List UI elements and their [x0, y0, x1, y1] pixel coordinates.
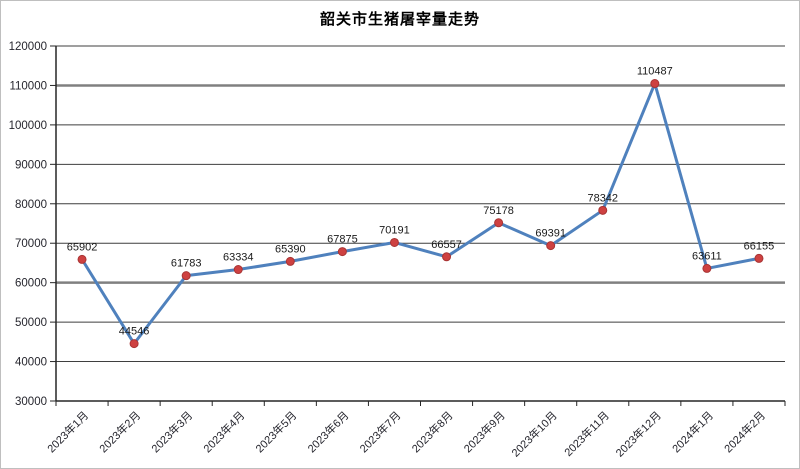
x-axis-label: 2023年6月: [304, 408, 351, 455]
data-point-marker: [389, 237, 399, 247]
y-axis-label: 80000: [15, 199, 47, 211]
data-point-marker: [442, 252, 452, 262]
x-axis-label: 2023年1月: [44, 408, 91, 455]
y-axis-label: 90000: [15, 159, 47, 171]
data-point-label: 69391: [535, 228, 566, 240]
x-axis-label: 2023年7月: [356, 408, 403, 455]
data-point-label: 78342: [587, 192, 618, 204]
data-point-marker: [77, 254, 87, 264]
data-point-label: 110487: [637, 66, 673, 78]
y-axis-label: 70000: [15, 238, 47, 250]
y-axis-label: 50000: [15, 317, 47, 329]
y-axis-label: 110000: [9, 80, 47, 92]
y-axis-label: 30000: [15, 396, 47, 408]
chart-title: 韶关市生猪屠宰量走势: [319, 11, 480, 28]
data-point-label: 65902: [67, 241, 98, 253]
y-axis-label: 40000: [15, 357, 47, 369]
y-axis-label: 60000: [15, 278, 47, 290]
data-point-label: 66557: [431, 239, 462, 251]
data-point-marker: [598, 205, 608, 215]
data-point-marker: [337, 247, 347, 257]
data-point-marker: [546, 241, 556, 251]
data-point-label: 44546: [119, 326, 150, 338]
data-point-marker: [494, 218, 504, 228]
data-point-marker: [285, 256, 295, 266]
x-axis-label: 2023年4月: [200, 408, 247, 455]
x-axis-label: 2023年11月: [561, 408, 612, 459]
data-point-label: 70191: [379, 224, 410, 236]
x-axis-label: 2023年9月: [461, 408, 508, 455]
data-point-marker: [754, 253, 764, 263]
data-point-label: 75178: [483, 205, 514, 217]
x-axis-label: 2023年2月: [96, 408, 143, 455]
data-point-marker: [181, 271, 191, 281]
data-point-label: 66155: [744, 240, 775, 252]
y-axis-label: 100000: [9, 120, 47, 132]
data-point-label: 61783: [171, 258, 202, 270]
x-axis-label: 2023年3月: [148, 408, 195, 455]
data-point-marker: [233, 265, 243, 275]
data-point-label: 63334: [223, 252, 254, 264]
data-point-marker: [129, 339, 139, 349]
data-point-label: 67875: [327, 234, 358, 246]
data-point-label: 65390: [275, 243, 306, 255]
x-axis-label: 2023年5月: [252, 408, 299, 455]
data-point-marker: [650, 79, 660, 89]
series-line: [80, 82, 761, 346]
data-point-marker: [702, 263, 712, 273]
y-axis-label: 120000: [9, 41, 47, 53]
x-axis-label: 2023年8月: [409, 408, 456, 455]
x-axis-label: 2024年1月: [669, 408, 716, 455]
data-point-label: 63611: [692, 250, 722, 262]
x-axis-label: 2024年2月: [721, 408, 768, 455]
x-axis-label: 2023年12月: [613, 408, 664, 459]
x-axis-label: 2023年10月: [508, 408, 559, 459]
